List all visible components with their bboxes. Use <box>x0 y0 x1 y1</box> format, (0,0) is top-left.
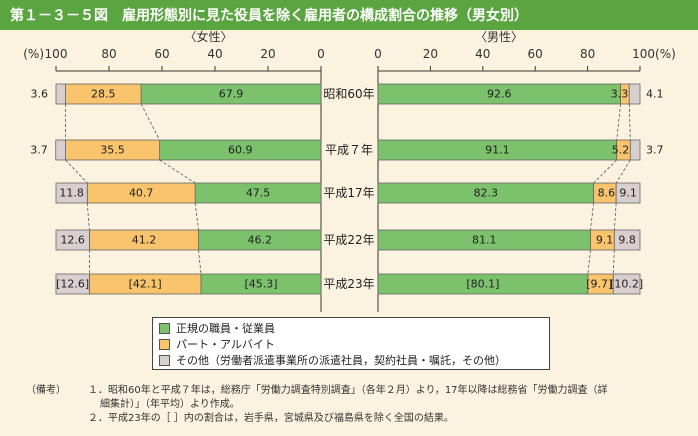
female-data-label-part: 40.7 <box>129 187 154 200</box>
legend-item-other: その他（労働者派遣事業所の派遣社員，契約社員・嘱託，その他） <box>159 352 543 368</box>
female-tick-label: 100 <box>45 47 68 61</box>
female-data-label-regular: 47.5 <box>246 187 271 200</box>
male-tick-label: 0 <box>374 47 382 61</box>
male-data-label-other: 3.7 <box>646 144 664 157</box>
female-data-label-part: 41.2 <box>132 234 157 247</box>
female-bar-other <box>55 273 90 295</box>
female-data-label-regular: 46.2 <box>248 234 273 247</box>
female-connector <box>65 159 88 184</box>
female-data-label-regular: 60.9 <box>228 144 253 157</box>
female-tick-label: 40 <box>207 47 222 61</box>
category-label: 平成17年 <box>323 186 374 200</box>
female-bar-other <box>55 139 66 161</box>
male-data-label-other: [10.2] <box>610 278 643 291</box>
male-data-label-regular: [80.1] <box>466 278 499 291</box>
male-data-label-other: 9.8 <box>618 234 636 247</box>
notes: （備考） １．昭和60年と平成７年は，総務庁「労働力調査特別調査」（各年２月）よ… <box>26 384 686 426</box>
male-data-label-regular: 91.1 <box>485 144 510 157</box>
legend-item-regular: 正規の職員・従業員 <box>159 320 543 336</box>
legend-swatch-regular <box>159 322 170 334</box>
note-2: ２．平成23年の［ ］内の割合は，岩手県，宮城県及び福島県を除く全国の結果。 <box>88 413 454 424</box>
male-connector <box>628 103 631 141</box>
male-data-label-part: [9.7] <box>586 278 612 291</box>
male-connector <box>612 249 615 275</box>
male-connector <box>593 159 617 184</box>
male-connector <box>615 159 631 184</box>
male-connector <box>587 249 591 275</box>
female-data-label-other: 12.6 <box>60 234 85 247</box>
notes-prefix: （備考） <box>26 385 66 396</box>
male-data-label-other: 4.1 <box>646 88 664 101</box>
female-axis-unit: (%) <box>23 47 44 61</box>
male-data-label-regular: 82.3 <box>474 187 499 200</box>
male-tick-label: 20 <box>423 47 438 61</box>
female-connector <box>140 103 160 141</box>
female-connector <box>159 159 196 184</box>
legend-swatch-other <box>159 354 170 366</box>
female-data-label-part: 35.5 <box>100 144 125 157</box>
category-label: 昭和60年 <box>323 87 374 101</box>
female-panel-label: 〈女性〉 <box>184 30 232 44</box>
female-data-label-regular: [45.3] <box>244 278 277 291</box>
legend-label-regular: 正規の職員・従業員 <box>176 322 275 335</box>
female-tick-label: 20 <box>260 47 275 61</box>
chart-title: 第１－３－５図 雇用形態別に見た役員を除く雇用者の構成割合の推移（男女別） <box>0 0 698 30</box>
female-tick-label: 0 <box>317 47 325 61</box>
category-label: 平成７年 <box>325 143 373 157</box>
male-bar-other <box>612 273 641 295</box>
male-bar-other <box>615 182 641 204</box>
male-tick-label: 100(%) <box>632 47 676 61</box>
male-tick-label: 80 <box>580 47 595 61</box>
male-connector <box>590 202 595 231</box>
male-data-label-part: 5.2 <box>612 144 630 157</box>
male-bar-other <box>613 229 641 251</box>
female-data-label-part: 28.5 <box>91 88 116 101</box>
female-bar-other <box>55 229 90 251</box>
legend-label-part: パート・アルバイト <box>176 338 275 351</box>
male-data-label-part: 3.3 <box>611 88 629 101</box>
male-data-label-regular: 92.6 <box>487 88 512 101</box>
male-tick-label: 60 <box>528 47 543 61</box>
legend-label-other: その他（労働者派遣事業所の派遣社員，契約社員・嘱託，その他） <box>176 354 506 367</box>
female-connector <box>86 202 90 231</box>
male-tick-label: 40 <box>475 47 490 61</box>
female-tick-label: 80 <box>101 47 116 61</box>
male-bar-other <box>628 83 641 105</box>
legend-swatch-part <box>159 338 170 350</box>
chart-area: 〈女性〉 〈男性〉 (%) 100 80 60 40 20 0 0 20 40 60 80 100(%) 昭和… <box>23 30 676 312</box>
female-data-label-other: [12.6] <box>56 278 89 291</box>
female-connector <box>198 249 202 275</box>
male-data-label-part: 8.6 <box>598 187 616 200</box>
note-1b: 細集計）」（年平均）より作成。 <box>100 399 240 410</box>
male-data-label-part: 9.1 <box>596 234 614 247</box>
category-label: 平成23年 <box>323 277 374 291</box>
male-data-label-regular: 81.1 <box>472 234 497 247</box>
female-tick-label: 60 <box>154 47 169 61</box>
male-bar-other <box>629 139 641 161</box>
female-bar-other <box>55 83 66 105</box>
male-connector <box>616 103 622 141</box>
female-data-label-other: 11.8 <box>59 187 84 200</box>
male-panel-label: 〈男性〉 <box>475 30 523 44</box>
male-data-label-other: 9.1 <box>619 187 637 200</box>
female-connector <box>194 202 199 231</box>
female-data-label-part: [42.1] <box>129 278 162 291</box>
male-connector <box>613 202 617 231</box>
legend: 正規の職員・従業員 パート・アルバイト その他（労働者派遣事業所の派遣社員，契約… <box>152 317 550 370</box>
female-data-label-regular: 67.9 <box>219 88 244 101</box>
legend-item-part: パート・アルバイト <box>159 336 543 352</box>
note-1: １．昭和60年と平成７年は，総務庁「労働力調査特別調査」（各年２月）より，17年… <box>88 385 608 396</box>
female-data-label-other: 3.6 <box>31 88 49 101</box>
female-data-label-other: 3.7 <box>30 144 48 157</box>
female-bar-other <box>55 182 88 204</box>
category-label: 平成22年 <box>323 233 374 247</box>
